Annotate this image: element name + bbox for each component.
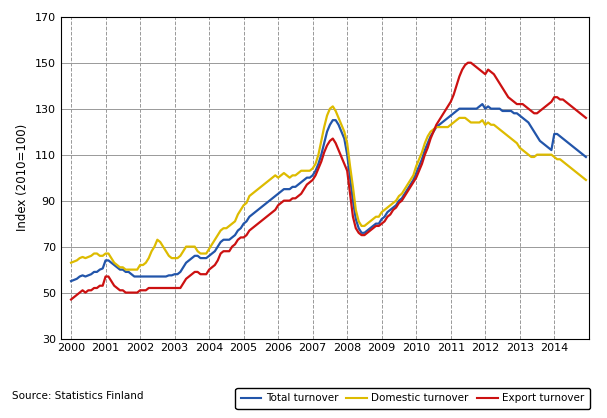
Domestic turnover [122,267,129,272]
Domestic turnover [177,253,184,258]
Export turnover [174,285,181,291]
Domestic turnover [76,256,83,261]
Export turnover [128,290,135,295]
Total turnover [568,143,575,148]
Export turnover [527,109,535,114]
Export turnover [464,60,472,65]
Domestic turnover [266,178,273,183]
Domestic turnover [329,104,336,109]
Total turnover [263,201,270,206]
Domestic turnover [67,260,75,265]
Text: Source: Statistics Finland: Source: Statistics Finland [12,391,144,401]
Line: Export turnover: Export turnover [71,63,586,299]
Export turnover [76,290,83,295]
Line: Total turnover: Total turnover [71,104,586,281]
Line: Domestic turnover: Domestic turnover [71,107,586,270]
Y-axis label: Index (2010=100): Index (2010=100) [16,124,29,231]
Domestic turnover [531,155,538,160]
Total turnover [527,125,535,130]
Total turnover [128,272,135,277]
Domestic turnover [571,168,578,173]
Total turnover [76,274,83,279]
Domestic turnover [131,267,138,272]
Domestic turnover [582,178,589,183]
Export turnover [67,297,75,302]
Export turnover [263,214,270,219]
Legend: Total turnover, Domestic turnover, Export turnover: Total turnover, Domestic turnover, Expor… [236,388,589,409]
Total turnover [67,279,75,284]
Export turnover [568,104,575,109]
Total turnover [582,155,589,160]
Export turnover [582,115,589,120]
Total turnover [174,272,181,277]
Total turnover [479,102,486,107]
